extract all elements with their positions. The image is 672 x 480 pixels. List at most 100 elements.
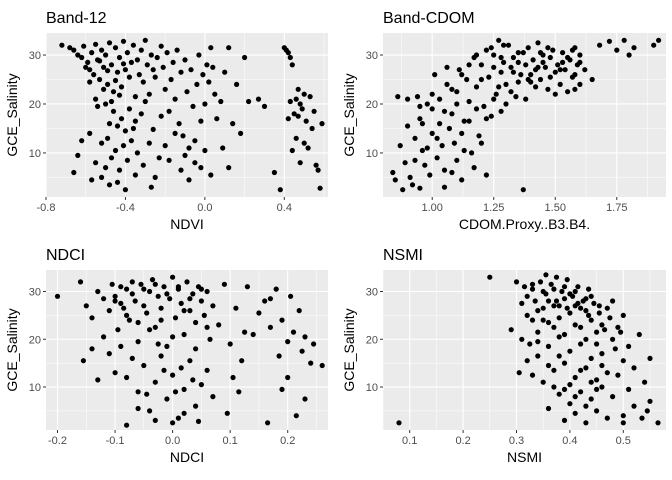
data-point — [193, 403, 199, 409]
data-point — [621, 37, 627, 43]
data-point — [261, 103, 268, 109]
x-tick-label: 0.0 — [197, 202, 212, 214]
data-point — [161, 367, 167, 373]
data-point — [530, 57, 536, 63]
data-point — [523, 96, 529, 102]
data-point — [198, 298, 204, 304]
data-point — [567, 382, 573, 388]
data-point — [414, 94, 421, 100]
data-point — [437, 96, 443, 102]
data-point — [289, 147, 295, 154]
data-point — [317, 185, 323, 191]
data-point — [112, 370, 118, 376]
data-point — [99, 47, 105, 53]
data-point — [626, 343, 632, 349]
y-axis-title: GCE_Salinity — [341, 308, 357, 391]
data-point — [441, 184, 448, 190]
data-point — [132, 118, 138, 124]
data-point — [545, 45, 551, 51]
data-point — [478, 140, 484, 146]
data-point — [599, 384, 605, 390]
data-point — [461, 118, 467, 124]
data-point — [87, 79, 93, 85]
data-point — [172, 315, 179, 321]
data-point — [556, 353, 562, 359]
data-point — [551, 303, 557, 309]
data-point — [220, 145, 226, 151]
data-point — [594, 386, 600, 392]
data-point — [594, 408, 600, 414]
data-point — [181, 386, 187, 392]
data-point — [540, 379, 546, 385]
data-point — [572, 410, 578, 416]
data-point — [293, 413, 299, 419]
data-point — [561, 386, 568, 392]
data-point — [545, 86, 551, 92]
data-point — [496, 37, 502, 43]
data-point — [138, 47, 144, 53]
data-point — [130, 42, 136, 48]
data-point — [161, 284, 167, 290]
x-tick-label: -0.4 — [116, 202, 135, 214]
data-point — [556, 334, 562, 340]
data-point — [553, 298, 560, 304]
data-point — [141, 286, 147, 292]
y-tick-label: 30 — [366, 50, 378, 62]
y-axis-title: GCE_Salinity — [341, 73, 357, 156]
chart-panel-2: 1.00 1.25 1.50 1.75 10 20 30 Band-CDOM CDOM.Prox… — [341, 10, 666, 232]
data-point — [397, 143, 403, 149]
data-point — [273, 286, 279, 292]
data-point — [93, 41, 99, 47]
data-point — [488, 113, 494, 119]
data-point — [551, 384, 557, 390]
data-point — [288, 293, 294, 299]
data-point — [575, 284, 581, 290]
data-point — [149, 277, 156, 283]
y-tick-label: 20 — [29, 99, 41, 111]
data-point — [129, 279, 135, 285]
data-point — [471, 165, 477, 171]
y-tick-label: 20 — [29, 334, 41, 346]
data-point — [204, 324, 210, 330]
data-point — [106, 351, 112, 357]
data-point — [535, 339, 541, 345]
data-point — [582, 67, 588, 73]
data-point — [444, 81, 450, 87]
data-point — [555, 62, 561, 68]
panel-background — [383, 270, 666, 430]
data-point — [106, 308, 112, 314]
data-point — [195, 418, 202, 424]
data-point — [174, 47, 180, 53]
data-point — [614, 47, 620, 53]
data-point — [496, 84, 502, 90]
data-point — [129, 291, 135, 297]
x-axis-title: NSMI — [507, 449, 542, 465]
data-point — [182, 57, 188, 63]
data-point — [146, 91, 152, 97]
data-point — [529, 286, 536, 292]
data-point — [175, 415, 181, 421]
data-point — [620, 312, 626, 318]
x-axis-title: NDVI — [170, 216, 203, 232]
data-point — [255, 96, 262, 102]
data-point — [130, 125, 136, 132]
data-point — [466, 98, 472, 105]
data-point — [208, 172, 214, 178]
data-point — [110, 108, 117, 114]
data-point — [647, 355, 653, 361]
data-point — [132, 172, 138, 178]
data-point — [429, 130, 435, 136]
data-point — [588, 355, 594, 361]
data-point — [520, 187, 526, 193]
data-point — [454, 89, 460, 95]
data-point — [244, 284, 250, 290]
data-point — [144, 391, 150, 397]
data-point — [454, 157, 460, 163]
data-point — [256, 310, 262, 316]
data-point — [606, 38, 613, 44]
data-point — [265, 420, 271, 426]
data-point — [405, 123, 411, 129]
data-point — [285, 50, 291, 56]
data-point — [651, 42, 657, 48]
data-point — [198, 286, 204, 292]
